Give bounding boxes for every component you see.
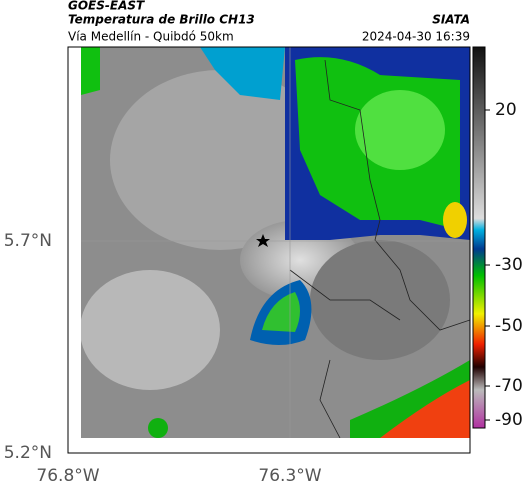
colorbar-label: -50 — [495, 316, 523, 336]
colorbar-label: -90 — [495, 410, 523, 430]
agency: SIATA — [432, 13, 470, 27]
colorbar-label: -30 — [495, 255, 523, 275]
map-imagery — [81, 47, 470, 438]
colorbar-label: -70 — [495, 376, 523, 396]
lat-label: 5.2°N — [4, 443, 52, 463]
datetime: 2024-04-30 16:39 — [362, 30, 470, 44]
title: Temperatura de Brillo CH13 — [68, 13, 255, 27]
lon-label: 76.3°W — [258, 466, 321, 486]
source: GOES-EAST — [68, 0, 145, 13]
colorbar-label: 20 — [495, 100, 517, 120]
lon-label: 76.8°W — [36, 466, 99, 486]
location-marker — [256, 234, 270, 247]
colorbar — [472, 46, 486, 429]
map-frame — [67, 46, 471, 454]
lat-label: 5.7°N — [4, 231, 52, 251]
subtitle: Vía Medellín - Quibdó 50km — [68, 30, 234, 44]
